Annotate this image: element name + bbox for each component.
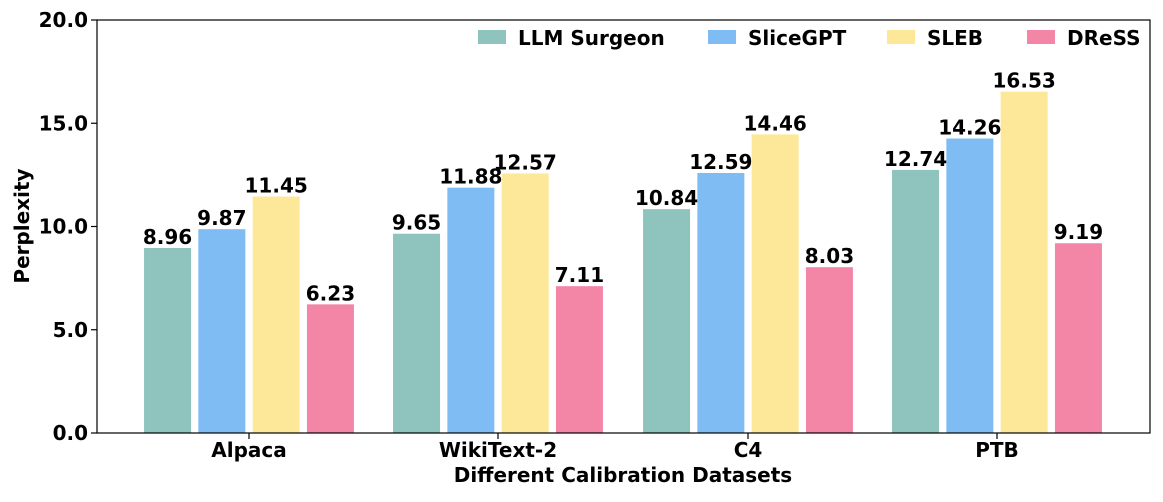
bar-value-label: 12.57 <box>494 150 557 174</box>
bar-value-label: 8.96 <box>143 225 192 249</box>
bar-llm-surgeon-alpaca <box>144 247 192 433</box>
y-tick-label: 15.0 <box>39 111 88 135</box>
bar-llm-surgeon-ptb <box>892 169 940 433</box>
legend-label: SliceGPT <box>748 26 847 50</box>
y-axis: 0.0 5.0 10.0 15.0 20.0 <box>39 8 97 445</box>
bar-dress-ptb <box>1054 243 1102 433</box>
bar-value-label: 9.87 <box>197 206 246 230</box>
y-tick-label: 5.0 <box>53 318 88 342</box>
y-tick-label: 0.0 <box>53 421 88 445</box>
bar-value-label: 7.11 <box>555 263 604 287</box>
bar-value-label: 6.23 <box>306 281 355 305</box>
bar-value-label: 12.74 <box>884 147 947 171</box>
legend-swatch-dress <box>1027 30 1055 44</box>
legend-swatch-slicegpt <box>708 30 736 44</box>
legend-label: DReSS <box>1067 26 1140 50</box>
bar-dress-wikitext-2 <box>555 286 603 433</box>
bar-value-label: 9.65 <box>392 211 441 235</box>
legend-swatch-sleb <box>887 30 915 44</box>
bar-slicegpt-c4 <box>697 173 745 434</box>
y-tick-label: 20.0 <box>39 8 88 32</box>
legend-swatch-llm-surgeon <box>478 30 506 44</box>
bar-value-label: 10.84 <box>635 186 698 210</box>
legend-label: LLM Surgeon <box>518 26 665 50</box>
bar-value-label: 9.19 <box>1054 220 1103 244</box>
bar-sleb-alpaca <box>252 196 300 433</box>
bar-value-label: 12.59 <box>689 150 752 174</box>
bar-value-label: 11.45 <box>245 174 308 198</box>
bar-llm-surgeon-c4 <box>643 209 691 433</box>
bar-dress-alpaca <box>306 304 354 433</box>
bar-value-label: 16.53 <box>993 69 1056 93</box>
legend-label: SLEB <box>927 26 983 50</box>
x-axis: Alpaca WikiText-2 C4 PTB <box>211 433 1019 462</box>
x-tick-label: WikiText-2 <box>439 438 557 462</box>
bar-slicegpt-alpaca <box>198 229 246 433</box>
bar-llm-surgeon-wikitext-2 <box>393 233 441 433</box>
bar-value-label: 14.26 <box>938 116 1001 140</box>
bar-value-label: 14.46 <box>744 111 807 135</box>
x-tick-label: PTB <box>975 438 1019 462</box>
y-axis-title: Perplexity <box>10 168 34 283</box>
bar-value-label: 8.03 <box>805 244 854 268</box>
bar-sleb-wikitext-2 <box>501 173 549 433</box>
x-tick-label: Alpaca <box>211 438 287 462</box>
legend: LLM Surgeon SliceGPT SLEB DReSS <box>478 26 1140 50</box>
x-axis-title: Different Calibration Datasets <box>454 463 792 487</box>
bar-slicegpt-ptb <box>946 138 994 433</box>
bar-sleb-ptb <box>1000 91 1048 433</box>
bar-value-label: 11.88 <box>439 165 502 189</box>
bar-dress-c4 <box>805 267 853 433</box>
bar-slicegpt-wikitext-2 <box>447 187 495 433</box>
bars-layer <box>144 91 1102 434</box>
bar-sleb-c4 <box>751 134 799 433</box>
x-tick-label: C4 <box>734 438 763 462</box>
y-tick-label: 10.0 <box>39 215 88 239</box>
